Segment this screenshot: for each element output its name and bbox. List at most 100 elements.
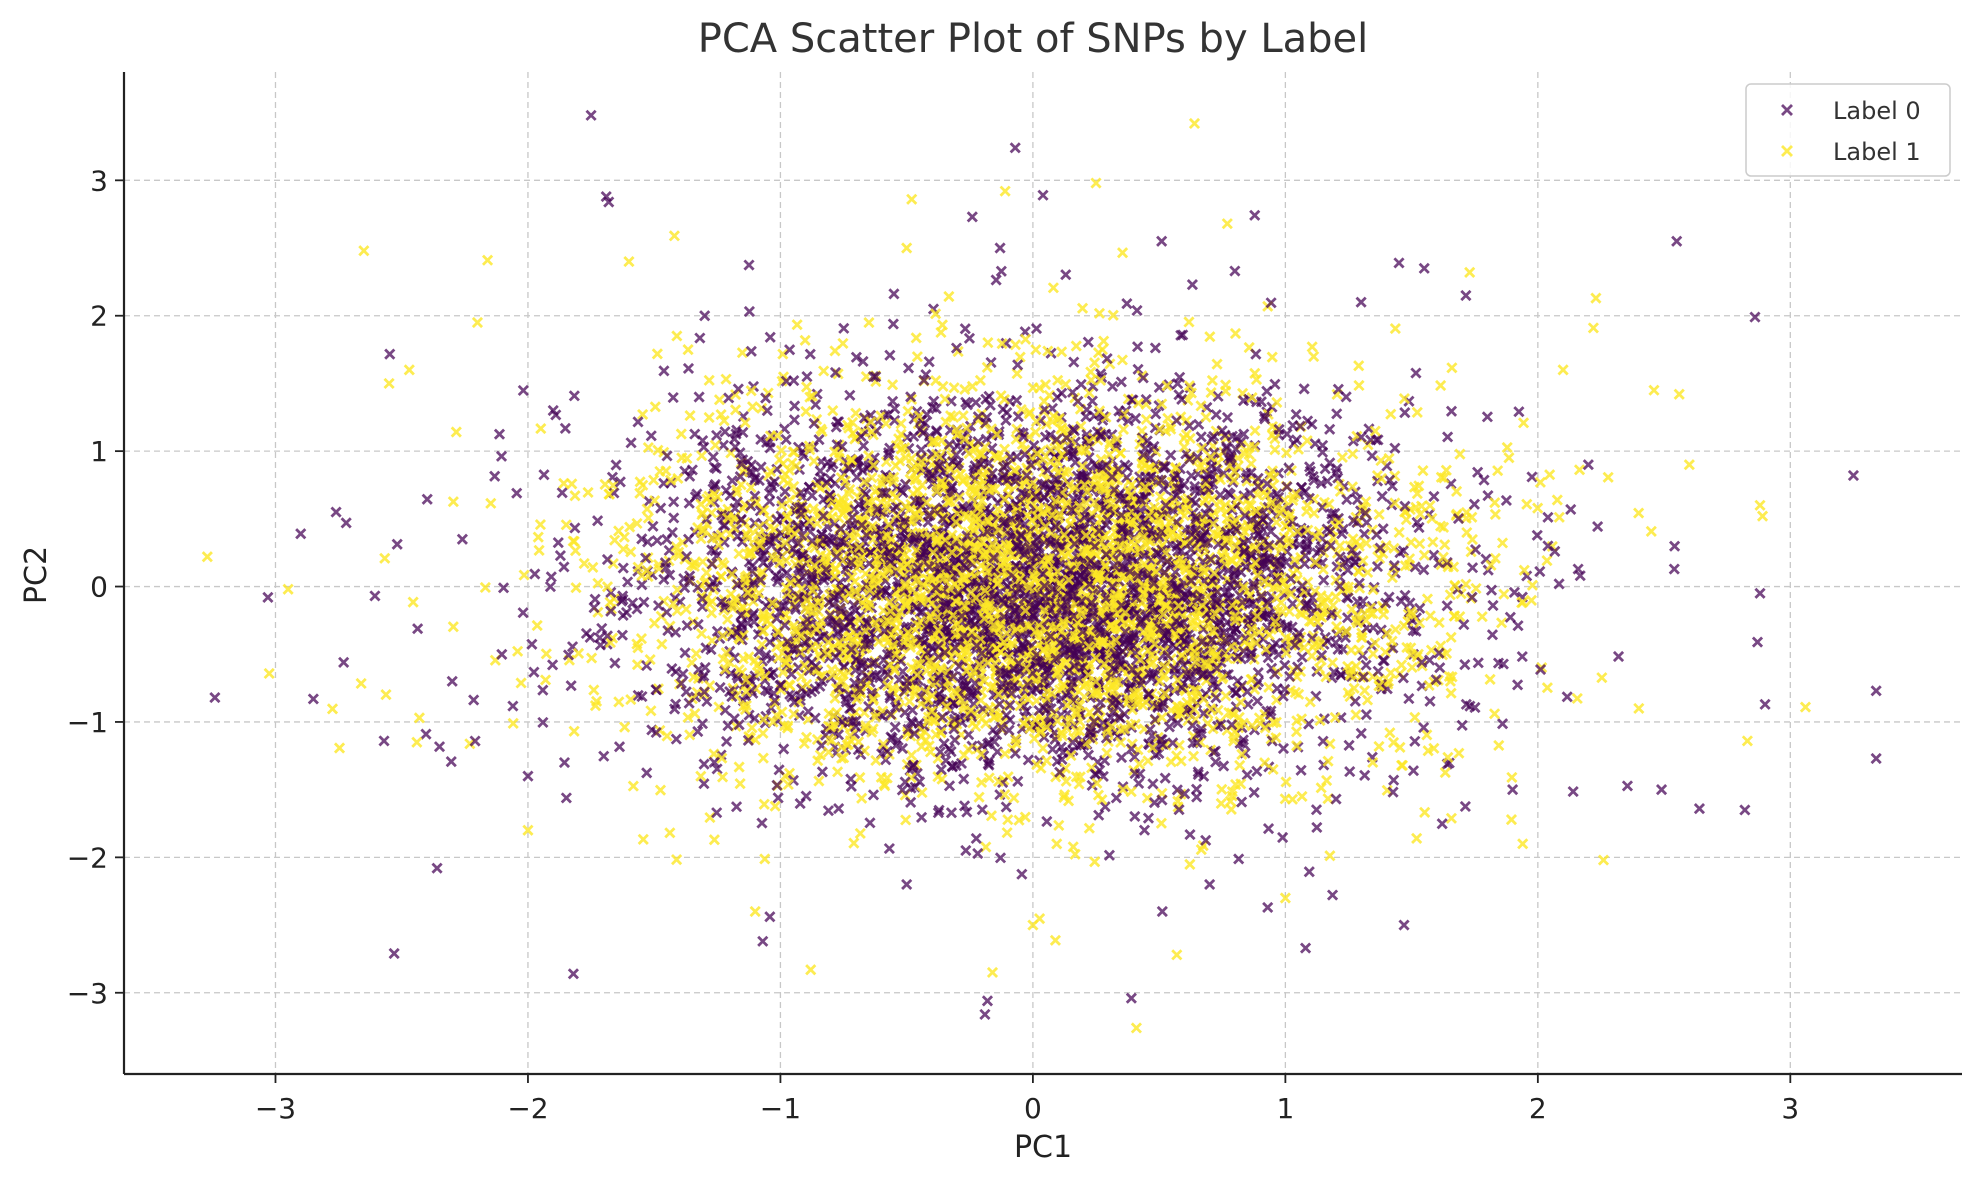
scatter-point [948,382,960,394]
scatter-point [1067,841,1079,853]
scatter-point [829,345,841,357]
scatter-point [625,546,637,558]
chart-title: PCA Scatter Plot of SNPs by Label [698,16,1369,62]
scatter-point [642,441,654,454]
scatter-point [1159,772,1171,784]
scatter-point [1083,387,1095,399]
scatter-point [713,701,725,713]
scatter-point [773,454,786,466]
scatter-point [485,497,497,509]
scatter-point [1397,672,1409,684]
scatter-point [1327,599,1339,611]
scatter-point [528,666,540,678]
scatter-point [1389,623,1402,636]
scatter-point [1280,447,1293,459]
scatter-point [1561,691,1573,703]
scatter-point [1353,360,1365,372]
scatter-point [1315,782,1327,794]
scatter-point [1235,696,1247,708]
scatter-point [1385,408,1397,420]
scatter-point [1489,552,1501,564]
scatter-point [1551,494,1563,506]
scatter-point [1516,650,1528,663]
scatter-point [783,767,796,779]
scatter-point [1367,648,1379,660]
scatter-point [1534,476,1546,488]
scatter-point [656,638,668,650]
scatter-point [802,705,814,718]
scatter-point [1173,804,1185,816]
scatter-point [894,455,906,467]
scatter-point [1206,374,1218,387]
scatter-point [1326,508,1338,520]
scatter-point [1251,695,1264,707]
scatter-point [622,576,634,588]
scatter-point [1128,751,1141,763]
scatter-point [733,548,745,560]
scatter-point [1363,423,1375,435]
scatter-point [1030,322,1043,335]
scatter-point [1281,428,1293,440]
scatter-point [655,502,667,514]
scatter-point [1351,494,1364,506]
scatter-point [1602,471,1614,483]
scatter-point [1103,449,1115,461]
scatter-point [537,684,549,696]
scatter-point [1347,448,1359,460]
scatter-point [663,544,675,557]
scatter-point [850,407,862,419]
scatter-point [1220,385,1232,397]
scatter-point [1082,336,1094,348]
scatter-point [1262,823,1275,835]
scatter-point [1496,537,1509,549]
scatter-point [552,537,564,549]
scatter-point [1500,494,1512,507]
scatter-point [974,374,986,386]
scatter-point [1116,354,1128,366]
scatter-point [1132,363,1144,375]
scatter-point [479,581,491,594]
scatter-point [743,259,755,271]
scatter-point [1218,760,1230,772]
scatter-point [1140,413,1152,426]
scatter-point [1668,563,1680,575]
scatter-point [1236,796,1248,808]
scatter-point [1306,341,1318,353]
scatter-point [695,498,707,510]
scatter-point [726,475,738,487]
scatter-point [1360,659,1372,671]
scatter-point [1336,451,1348,463]
scatter-point [517,607,529,619]
scatter-point [1445,687,1457,699]
scatter-point [609,657,621,669]
scatter-point [1359,685,1371,697]
scatter-point [1248,786,1260,799]
scatter-point [1261,385,1273,397]
scatter-point [1072,395,1084,407]
scatter-point [985,810,998,822]
scatter-point [856,792,868,804]
scatter-point [1451,485,1463,497]
scatter-point [863,316,875,329]
scatter-point [684,409,696,422]
scatter-point [696,450,708,462]
scatter-point [668,512,680,524]
scatter-point [1324,738,1336,750]
scatter-point [1395,595,1407,607]
scatter-point [652,599,665,612]
scatter-point [777,348,789,360]
scatter-point [1093,307,1106,319]
scatter-point [1388,774,1400,786]
scatter-point [1521,498,1533,510]
scatter-point [637,833,649,845]
scatter-point [813,775,825,787]
scatter-point [857,355,869,368]
scatter-point [534,519,547,531]
scatter-point [838,322,850,334]
scatter-point [1445,631,1457,643]
scatter-point [1290,726,1303,738]
scatter-point [690,648,702,660]
scatter-point [1512,679,1524,691]
scatter-point [757,727,769,739]
